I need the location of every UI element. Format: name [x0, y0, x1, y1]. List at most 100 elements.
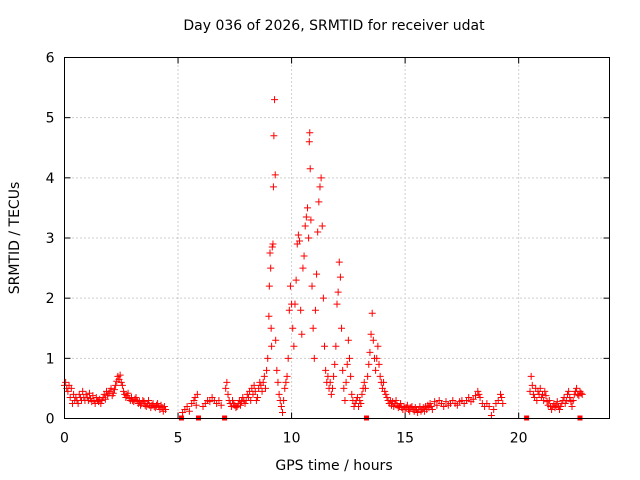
data-point [368, 309, 376, 317]
data-point [375, 360, 383, 368]
data-point [112, 381, 120, 389]
data-point [259, 378, 267, 386]
data-point [83, 393, 91, 401]
data-point [428, 405, 436, 413]
data-point [306, 129, 314, 137]
data-point [292, 276, 300, 284]
data-point [118, 381, 126, 389]
data-point [376, 372, 384, 380]
data-point [281, 384, 289, 392]
data-point [321, 342, 329, 350]
x-tick-label: 0 [60, 431, 69, 447]
data-point [252, 396, 260, 404]
data-point [344, 336, 352, 344]
data-point [162, 405, 170, 413]
data-point [331, 360, 339, 368]
data-point [327, 390, 335, 398]
y-tick-label: 4 [46, 171, 55, 187]
data-point [272, 336, 280, 344]
data-point [289, 324, 297, 332]
data-points [61, 96, 586, 421]
data-point [367, 330, 375, 338]
data-point [499, 399, 507, 407]
data-point [315, 198, 323, 206]
data-point [472, 392, 480, 400]
data-point [433, 401, 441, 409]
data-point [224, 390, 232, 398]
data-point [343, 360, 351, 368]
data-point [358, 390, 366, 398]
data-point [380, 378, 388, 386]
data-point [67, 384, 75, 392]
data-point [360, 378, 368, 386]
data-point [578, 390, 586, 398]
data-point [222, 384, 230, 392]
data-point [528, 381, 536, 389]
data-point [475, 390, 483, 398]
data-point [373, 354, 381, 362]
data-point [542, 392, 550, 400]
data-point [298, 330, 306, 338]
data-point [145, 396, 153, 404]
y-tick-label: 3 [46, 231, 55, 247]
data-point [251, 387, 259, 395]
data-point [263, 366, 271, 374]
data-point [316, 183, 324, 191]
data-point [328, 384, 336, 392]
y-tick-label: 0 [46, 412, 55, 428]
data-point [206, 398, 214, 406]
data-point [160, 402, 168, 410]
data-point [333, 300, 341, 308]
data-point [265, 312, 273, 320]
data-point [154, 399, 162, 407]
data-point [474, 387, 482, 395]
data-point [490, 405, 498, 413]
data-point [101, 395, 109, 403]
x-axis-label: GPS time / hours [275, 458, 392, 474]
data-point [291, 300, 299, 308]
data-point [397, 399, 405, 407]
data-point [142, 402, 150, 410]
data-point [453, 401, 461, 409]
data-point [270, 132, 278, 140]
data-point [345, 354, 353, 362]
data-point [336, 273, 344, 281]
data-point [274, 378, 282, 386]
data-point [311, 306, 319, 314]
data-point [335, 258, 343, 266]
data-point [541, 387, 549, 395]
data-point [140, 398, 148, 406]
data-point [317, 174, 325, 182]
data-point [313, 270, 321, 278]
data-point [261, 384, 269, 392]
data-point [269, 183, 277, 191]
data-point [241, 399, 249, 407]
data-point [497, 390, 504, 398]
data-point [440, 402, 448, 410]
data-point [339, 366, 347, 374]
data-point [285, 306, 293, 314]
data-point [348, 390, 356, 398]
data-point [487, 411, 495, 419]
data-point [299, 264, 307, 272]
data-point [217, 401, 225, 409]
data-point [310, 354, 318, 362]
data-point [561, 399, 569, 407]
data-point [330, 372, 338, 380]
data-point [426, 399, 434, 407]
data-point [271, 171, 279, 179]
y-tick-label: 6 [46, 51, 55, 67]
data-point [305, 138, 313, 146]
data-point [183, 402, 191, 410]
y-tick-label: 5 [46, 111, 55, 127]
data-point [275, 390, 283, 398]
data-point [193, 390, 201, 398]
data-point [364, 372, 372, 380]
tick-labels: 0 5 10 15 20 0 1 2 3 4 5 6 [46, 51, 528, 447]
data-point [545, 396, 553, 404]
data-point [338, 324, 346, 332]
data-point [568, 402, 576, 410]
data-point [369, 336, 377, 344]
data-point [267, 264, 275, 272]
data-point [97, 399, 105, 407]
